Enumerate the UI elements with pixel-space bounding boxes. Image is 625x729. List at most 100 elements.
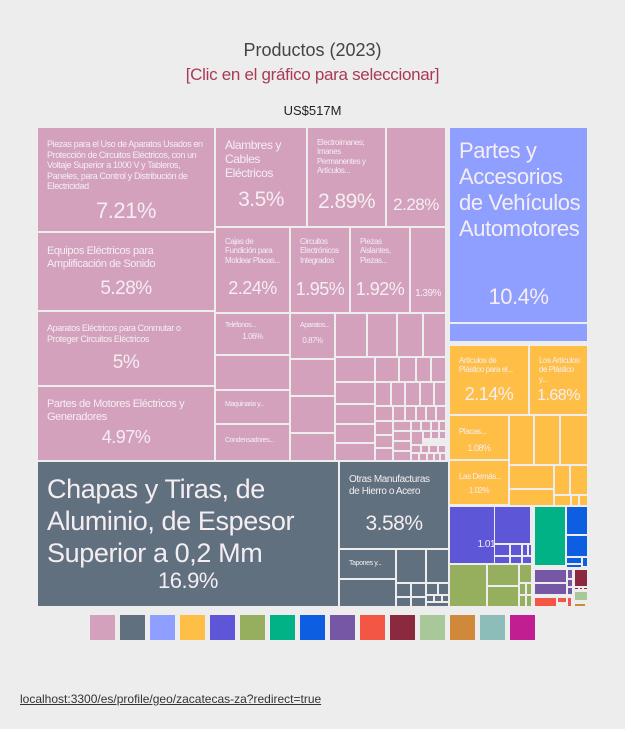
treemap-tile-small[interactable] [426,406,436,421]
treemap-tile-small[interactable] [431,431,439,439]
treemap-tile-small[interactable] [522,556,532,564]
treemap-tile-small[interactable] [426,602,449,607]
treemap-tile-small[interactable] [393,441,411,451]
treemap-tile-small[interactable] [494,556,510,564]
treemap-tile-small[interactable] [426,595,434,602]
treemap-tile-small[interactable] [411,431,423,445]
legend-swatch-piedra[interactable] [480,615,505,640]
treemap-tile-small[interactable] [528,544,532,556]
treemap-tile-small[interactable] [416,406,426,421]
legend-swatch-metales[interactable] [120,615,145,640]
treemap-tile-small[interactable] [434,382,446,406]
legend-swatch-plasticos[interactable] [180,615,205,640]
treemap-tile-small[interactable] [582,557,588,567]
treemap-tile-small[interactable] [397,313,423,357]
legend-swatch-transporte[interactable] [150,615,175,640]
treemap-tile-small[interactable] [290,433,335,461]
treemap-tile-small[interactable] [419,453,427,461]
treemap-tile-small[interactable] [574,603,586,607]
treemap-tile-small[interactable] [436,406,446,421]
treemap-tile-small[interactable] [440,453,446,461]
treemap-tile-small[interactable] [375,382,391,406]
treemap-tile-small[interactable] [375,357,399,382]
treemap-tile-small[interactable] [519,595,526,607]
treemap-tile-small[interactable] [487,586,519,607]
treemap-tile-small[interactable] [526,583,532,595]
treemap-tile-small[interactable] [375,448,393,461]
treemap-tile-small[interactable] [335,313,367,357]
treemap-tile-small[interactable] [510,556,522,564]
treemap-tile[interactable]: Circuitos Electrónicos Integrados 1.95% [290,227,350,313]
treemap-tile-small[interactable] [554,495,571,506]
treemap-tile-small[interactable] [439,431,446,439]
treemap-tile-small[interactable] [335,424,375,443]
treemap-tile-small[interactable] [526,595,532,607]
treemap-tile-small[interactable] [411,453,419,461]
treemap-tile-small[interactable] [534,569,567,583]
treemap-tile-small[interactable] [509,465,554,489]
treemap-tile-small[interactable] [335,404,375,424]
treemap-tile-small[interactable] [566,557,582,564]
treemap-tile-small[interactable] [421,421,431,431]
treemap-tile-small[interactable] [567,597,572,607]
treemap-tile-small[interactable] [522,544,528,556]
treemap-tile-small[interactable] [442,595,449,602]
treemap-tile-small[interactable] [416,357,431,382]
treemap-tile-small[interactable] [335,443,375,461]
treemap-tile-small[interactable] [438,445,446,453]
treemap-tile-small[interactable] [367,313,397,357]
legend-swatch-maquinas[interactable] [90,615,115,640]
legend-swatch-instrumentos[interactable] [210,615,235,640]
treemap-tile-small[interactable] [411,421,421,431]
treemap-tile-small[interactable] [566,535,588,557]
treemap-tile-small[interactable] [519,564,532,583]
treemap-tile[interactable]: Condensadores... [215,424,290,461]
legend-swatch-quimicos[interactable] [270,615,295,640]
treemap-tile-small[interactable] [215,355,290,390]
treemap-tile-small[interactable] [391,382,405,406]
treemap-tile-small[interactable] [429,445,438,453]
treemap-tile-small[interactable] [534,506,566,566]
treemap-tile-small[interactable] [574,569,588,587]
treemap-tile[interactable]: Maquinaria y... [215,390,290,424]
treemap-tile-small[interactable] [393,451,411,461]
treemap-tile-small[interactable] [290,359,335,396]
treemap-tile-small[interactable] [509,489,554,506]
treemap-tile-small[interactable] [534,597,557,607]
treemap-tile-small[interactable] [579,587,583,590]
legend-swatch-otros[interactable] [510,615,535,640]
treemap-tile-small[interactable] [509,415,534,465]
treemap-tile-small[interactable] [571,495,579,506]
treemap-tile-small[interactable] [574,591,588,601]
treemap-tile-small[interactable] [375,421,393,435]
treemap-tile-small[interactable] [449,323,588,342]
treemap-tile-small[interactable] [510,544,522,556]
treemap-tile[interactable]: Placas... 1.08% [449,415,509,460]
treemap-tile-small[interactable] [579,495,588,506]
treemap-tile-small[interactable] [375,435,393,448]
treemap-tile-small[interactable] [567,579,573,587]
treemap-tile-small[interactable] [393,406,405,421]
treemap-tile[interactable]: Los Artículos de Plástico y... 1.68% [529,345,588,415]
treemap-tile-small[interactable] [335,382,375,404]
treemap-tile-small[interactable] [431,421,439,431]
treemap-tile-small[interactable] [567,587,573,595]
treemap-tile-small[interactable] [566,506,588,535]
treemap-tile-small[interactable] [420,382,434,406]
treemap-tile-small[interactable] [423,431,431,439]
treemap-tile-small[interactable] [566,564,582,568]
treemap-tile-small[interactable] [439,421,446,431]
legend-swatch-papel[interactable] [420,615,445,640]
treemap-tile-small[interactable] [487,564,519,586]
treemap-tile-small[interactable] [431,357,446,382]
treemap-tile-small[interactable] [411,445,421,453]
treemap-tile[interactable]: Electroimanes; Imanes Permanentes y Artí… [307,127,386,227]
treemap-tile-small[interactable] [574,587,579,590]
treemap-tile-small[interactable] [426,549,449,583]
treemap-tile-small[interactable] [411,597,426,607]
treemap-tile-small[interactable] [570,465,588,495]
treemap-tile[interactable]: Tapones y... [339,549,396,579]
treemap-tile[interactable]: Teléfonos... 1.06% [215,313,290,355]
treemap-tile-small[interactable] [494,506,531,544]
treemap-tile-small[interactable] [519,583,526,595]
